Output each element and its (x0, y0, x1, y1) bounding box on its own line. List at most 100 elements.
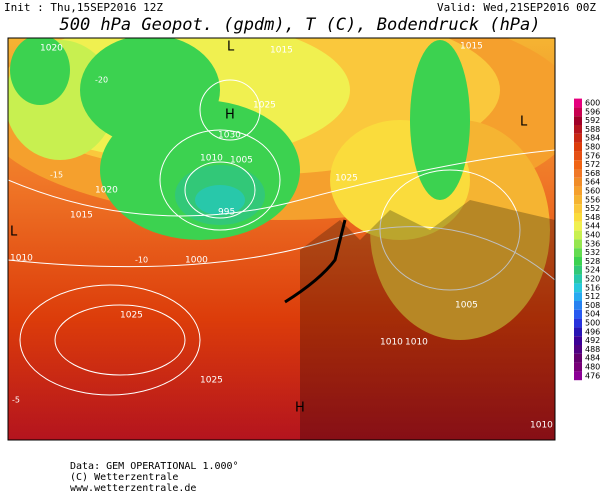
colorbar-swatch (574, 283, 582, 293)
colorbar-swatch (574, 336, 582, 345)
colorbar-swatch (574, 177, 582, 187)
pressure-label: 1010 (200, 154, 223, 164)
colorbar-swatch (574, 116, 582, 125)
colorbar-swatch (574, 345, 582, 354)
isobars (8, 79, 555, 396)
temperature-label: -20 (95, 76, 108, 85)
colorbar-label: 552 (585, 204, 600, 213)
pressure-label: 1010 (530, 421, 553, 431)
colorbar-swatch (574, 257, 582, 266)
pressure-label: 995 (218, 208, 235, 218)
pressure-label: 1015 (70, 211, 93, 221)
pressure-label: 1020 (95, 186, 118, 196)
colorbar-swatch (574, 318, 582, 328)
footer-data: Data: GEM OPERATIONAL 1.000° (70, 461, 239, 472)
pressure-label: 1010 (10, 254, 33, 264)
colorbar-label: 596 (585, 107, 600, 116)
colorbar-swatch (574, 186, 582, 196)
colorbar-label: 496 (585, 327, 600, 336)
colorbar-label: 548 (585, 213, 600, 222)
colorbar-label: 524 (585, 266, 600, 275)
colorbar-swatch (574, 239, 582, 249)
colorbar-label: 600 (585, 99, 600, 108)
colorbar-swatch (574, 133, 582, 143)
pressure-label: 1025 (200, 376, 223, 386)
colorbar-swatch (574, 221, 582, 231)
pressure-label: 1025 (120, 311, 143, 321)
colorbar-label: 476 (585, 371, 600, 380)
field-band (10, 38, 70, 105)
colorbar-swatch (574, 160, 582, 169)
colorbar-swatch (574, 169, 582, 178)
colorbar-label: 512 (585, 292, 600, 301)
colorbar-label: 528 (585, 257, 600, 266)
pressure-label: 1030 (218, 131, 241, 141)
pressure-label: 1020 (40, 44, 63, 54)
colorbar-label: 520 (585, 275, 600, 284)
colorbar-label: 536 (585, 239, 600, 248)
pressure-label: 1015 (270, 46, 293, 56)
colorbar-label: 488 (585, 345, 600, 354)
front (284, 219, 347, 304)
high-marker: H (295, 401, 305, 416)
map-title: 500 hPa Geopot. (gpdm), T (C), Bodendruc… (59, 15, 540, 35)
colorbar-swatch (574, 213, 582, 222)
pressure-label: 1015 (460, 42, 483, 52)
colorbar-label: 544 (585, 222, 600, 231)
temperature-label: -5 (12, 396, 20, 405)
colorbar-swatch (574, 248, 582, 257)
field-band (410, 40, 470, 200)
colorbar-swatch (574, 151, 582, 161)
map-frame (7, 37, 556, 441)
field-band (195, 185, 245, 215)
colorbar-swatch (574, 265, 582, 275)
high-marker: H (225, 108, 235, 123)
colorbar-label: 480 (585, 363, 600, 372)
colorbar-swatch (574, 195, 582, 205)
footer-copyright: (C) Wetterzentrale (70, 472, 178, 483)
colorbar-label: 592 (585, 116, 600, 125)
colorbar-label: 584 (585, 134, 600, 143)
colorbar-label: 560 (585, 187, 600, 196)
colorbar-label: 532 (585, 248, 600, 257)
pressure-label: 1010 (380, 338, 403, 348)
colorbar-swatch (574, 301, 582, 310)
colorbar-label: 576 (585, 151, 600, 160)
colorbar-label: 516 (585, 283, 600, 292)
temperature-label: -10 (135, 256, 148, 265)
colorbar-label: 572 (585, 160, 600, 169)
colorbar-label: 492 (585, 336, 600, 345)
pressure-label: 1025 (253, 101, 276, 111)
low-marker: L (227, 40, 235, 55)
colorbar-swatch (574, 230, 582, 240)
colorbar-label: 580 (585, 143, 600, 152)
coastlines (300, 200, 555, 440)
colorbar: 6005965925885845805765725685645605565525… (574, 98, 600, 381)
colorbar-swatch (574, 353, 582, 363)
pressure-label: 1010 (405, 338, 428, 348)
pressure-label: 1000 (185, 256, 208, 266)
colorbar-swatch (574, 204, 582, 213)
colorbar-swatch (574, 142, 582, 152)
colorbar-swatch (574, 98, 582, 108)
colorbar-label: 508 (585, 301, 600, 310)
colorbar-swatch (574, 371, 582, 381)
colorbar-label: 556 (585, 195, 600, 204)
colorbar-swatch (574, 125, 582, 134)
colorbar-swatch (574, 292, 582, 301)
pressure-label: 1025 (335, 174, 358, 184)
low-marker: L (10, 225, 18, 240)
map: 1020 1015 1015 1030 1010 1005 995 1025 1… (8, 38, 555, 440)
pressure-label: 1005 (230, 156, 253, 166)
colorbar-label: 540 (585, 231, 600, 240)
colorbar-label: 504 (585, 310, 600, 319)
colorbar-swatch (574, 362, 582, 372)
field-band (80, 38, 220, 145)
colorbar-label: 564 (585, 178, 600, 187)
temperature-label: -15 (50, 171, 63, 180)
colorbar-swatch (574, 107, 582, 117)
colorbar-swatch (574, 274, 582, 284)
colorbar-label: 588 (585, 125, 600, 134)
colorbar-swatch (574, 327, 582, 337)
